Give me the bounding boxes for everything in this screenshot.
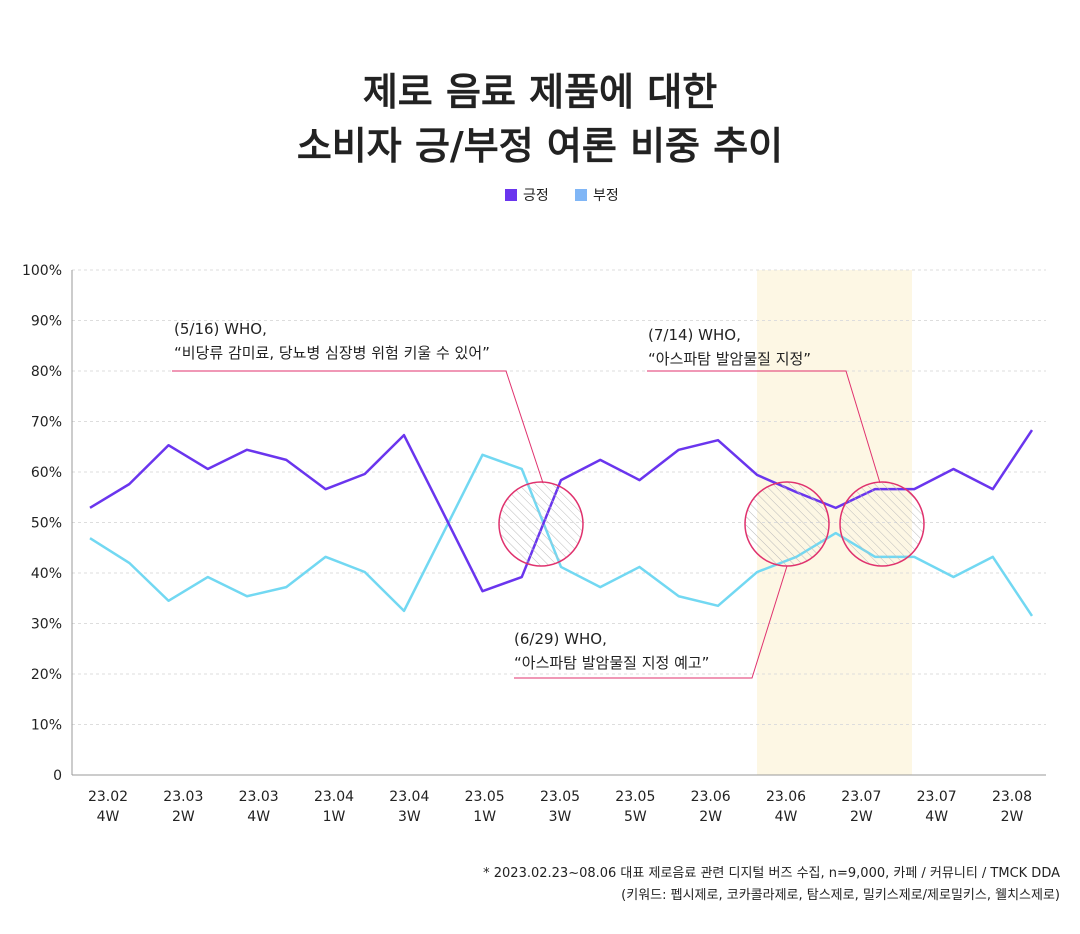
chart-title: 소비자 긍/부정 여론 비중 추이 [297, 124, 783, 168]
y-tick-label: 60% [31, 465, 62, 481]
annotation-text: “아스파탐 발암물질 지정 예고” [514, 654, 709, 672]
highlight-circle [498, 481, 584, 567]
annotation-text: “아스파탐 발암물질 지정” [648, 350, 811, 368]
y-tick-label: 40% [31, 566, 62, 582]
legend-swatch [575, 189, 587, 201]
x-tick-label: 23.06 4W [766, 789, 806, 825]
x-tick-label: 23.04 3W [389, 789, 429, 825]
x-tick-label: 23.07 4W [917, 789, 957, 825]
y-tick-label: 50% [31, 516, 62, 532]
highlight-circle [839, 481, 925, 567]
legend-swatch [505, 189, 517, 201]
chart-title: 제로 음료 제품에 대한 [363, 70, 717, 114]
x-tick-label: 23.02 4W [88, 789, 128, 825]
annotation-text: (7/14) WHO, [648, 326, 741, 344]
footnote: (키워드: 펩시제로, 코카콜라제로, 탐스제로, 밀키스제로/제로밀키스, 웰… [621, 888, 1060, 903]
x-tick-label: 23.03 2W [163, 789, 203, 825]
y-tick-label: 20% [31, 667, 62, 683]
annotation-leader [172, 370, 544, 484]
legend-label: 부정 [593, 188, 619, 204]
y-tick-label: 70% [31, 415, 62, 431]
x-tick-label: 23.06 2W [691, 789, 731, 825]
y-tick-label: 30% [31, 617, 62, 633]
annotation-leader [514, 565, 788, 679]
y-tick-label: 80% [31, 364, 62, 380]
annotation-text: (5/16) WHO, [174, 320, 267, 338]
annotation-leader [647, 370, 881, 484]
x-tick-label: 23.08 2W [992, 789, 1032, 825]
x-tick-label: 23.07 2W [841, 789, 881, 825]
x-tick-label: 23.05 3W [540, 789, 580, 825]
x-tick-label: 23.03 4W [239, 789, 279, 825]
y-tick-label: 0 [53, 768, 62, 784]
y-tick-label: 90% [31, 314, 62, 330]
footnote: * 2023.02.23~08.06 대표 제로음료 관련 디지털 버즈 수집,… [483, 866, 1060, 881]
annotation-text: “비당류 감미료, 당뇨병 심장병 위험 키울 수 있어” [174, 344, 490, 362]
annotation-text: (6/29) WHO, [514, 630, 607, 648]
x-tick-label: 23.04 1W [314, 789, 354, 825]
y-tick-label: 10% [31, 718, 62, 734]
x-tick-label: 23.05 1W [465, 789, 505, 825]
highlight-circle [744, 481, 830, 567]
y-tick-label: 100% [22, 263, 62, 279]
legend-label: 긍정 [523, 188, 549, 204]
x-tick-label: 23.05 5W [615, 789, 655, 825]
